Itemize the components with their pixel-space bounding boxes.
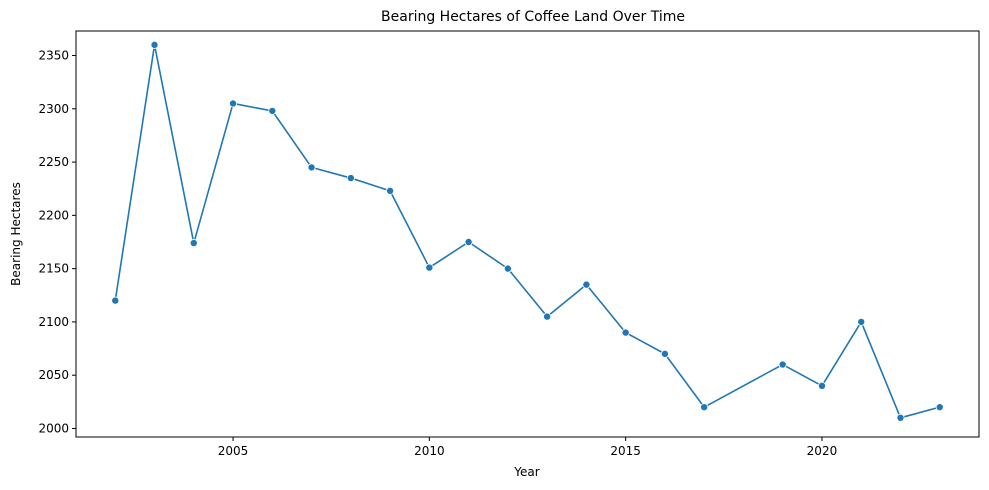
y-tick-label: 2350 xyxy=(38,49,69,63)
data-point xyxy=(660,349,669,358)
axes-frame xyxy=(75,30,980,438)
data-point xyxy=(464,237,473,246)
data-point xyxy=(229,99,238,108)
data-point xyxy=(582,280,591,289)
data-point xyxy=(857,317,866,326)
y-tick-label: 2150 xyxy=(38,262,69,276)
data-point xyxy=(307,163,316,172)
chart-title: Bearing Hectares of Coffee Land Over Tim… xyxy=(381,9,685,25)
data-point xyxy=(543,312,552,321)
data-point xyxy=(150,40,159,49)
y-axis-label: Bearing Hectares xyxy=(9,182,23,286)
y-axis: 2000 2050 2100 2150 2200 2250 2300 2350 xyxy=(38,49,76,435)
data-point xyxy=(700,403,709,412)
y-tick-label: 2000 xyxy=(38,421,69,435)
data-point xyxy=(189,239,198,248)
plot-area xyxy=(111,40,944,422)
y-tick-label: 2200 xyxy=(38,208,69,222)
data-point xyxy=(896,413,905,422)
data-point xyxy=(935,403,944,412)
data-point xyxy=(268,106,277,115)
y-tick-label: 2300 xyxy=(38,102,69,116)
x-tick-label: 2005 xyxy=(218,444,249,458)
data-point xyxy=(111,296,120,305)
data-point xyxy=(817,381,826,390)
x-tick-label: 2010 xyxy=(414,444,445,458)
data-point xyxy=(386,186,395,195)
y-tick-label: 2050 xyxy=(38,368,69,382)
x-axis: 2005 2010 2015 2020 xyxy=(218,437,837,458)
x-tick-label: 2020 xyxy=(807,444,838,458)
data-point xyxy=(621,328,630,337)
y-tick-label: 2100 xyxy=(38,315,69,329)
x-axis-label: Year xyxy=(513,465,539,479)
data-point xyxy=(503,264,512,273)
series-line xyxy=(114,44,940,419)
y-tick-label: 2250 xyxy=(38,155,69,169)
x-tick-label: 2015 xyxy=(610,444,641,458)
data-point xyxy=(425,263,434,272)
data-point xyxy=(346,174,355,183)
data-point xyxy=(778,360,787,369)
